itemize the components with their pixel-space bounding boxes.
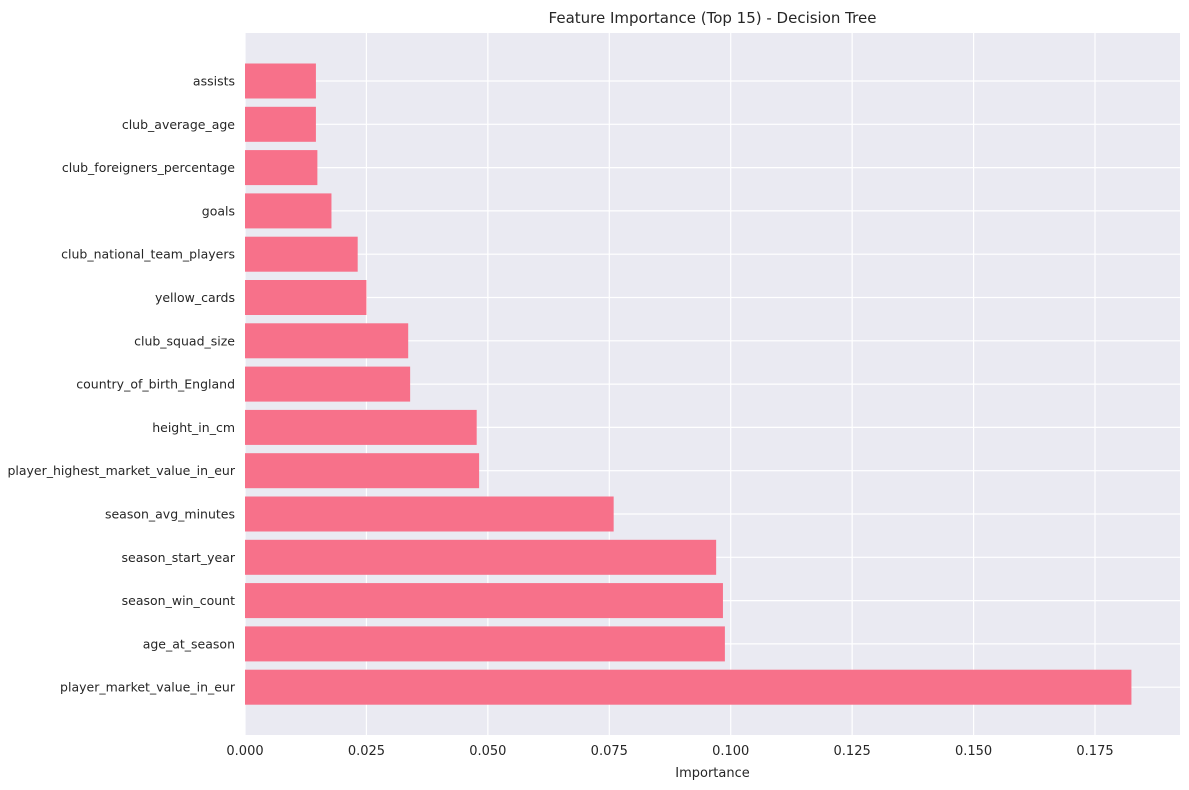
bar-player-market-value-in-eur xyxy=(245,669,1132,705)
y-tick-label: assists xyxy=(193,74,235,89)
bar-club-foreigners-percentage xyxy=(245,150,318,186)
bar-season-avg-minutes xyxy=(245,496,614,532)
bar-club-national-team-players xyxy=(245,236,358,272)
x-tick-label: 0.025 xyxy=(348,744,385,759)
bar-age-at-season xyxy=(245,626,725,662)
chart-title: Feature Importance (Top 15) - Decision T… xyxy=(549,9,877,27)
bar-goals xyxy=(245,193,332,229)
bar-yellow-cards xyxy=(245,280,367,315)
x-tick-label: 0.175 xyxy=(1076,744,1113,759)
bar-height-in-cm xyxy=(245,409,477,445)
y-tick-label: player_highest_market_value_in_eur xyxy=(7,463,235,478)
y-tick-label: season_win_count xyxy=(122,593,235,608)
y-tick-label: club_average_age xyxy=(122,117,235,132)
x-tick-label: 0.075 xyxy=(591,744,628,759)
y-tick-label: season_start_year xyxy=(122,550,236,565)
y-tick-label: yellow_cards xyxy=(155,290,235,305)
y-tick-label: height_in_cm xyxy=(152,420,235,435)
y-tick-label: club_foreigners_percentage xyxy=(62,160,235,175)
bar-assists xyxy=(245,63,316,99)
bar-season-win-count xyxy=(245,583,723,619)
bar-country-of-birth-England xyxy=(245,366,411,402)
x-axis-label: Importance xyxy=(675,766,750,781)
y-tick-label: season_avg_minutes xyxy=(105,507,235,522)
x-tick-label: 0.150 xyxy=(955,744,992,759)
bar-club-squad-size xyxy=(245,323,409,359)
bar-player-highest-market-value-in-eur xyxy=(245,453,480,489)
bar-season-start-year xyxy=(245,539,717,575)
x-tick-label: 0.050 xyxy=(469,744,506,759)
y-tick-label: club_national_team_players xyxy=(61,247,235,262)
bars xyxy=(245,63,1132,705)
y-tick-label: age_at_season xyxy=(143,636,235,651)
y-tick-labels: assists club_average_age club_foreigners_p… xyxy=(7,74,235,695)
x-tick-labels: 0.000 0.025 0.050 0.075 0.100 0.125 0.150 0.175 xyxy=(226,744,1113,759)
bar-club-average-age xyxy=(245,106,316,142)
y-tick-label: country_of_birth_England xyxy=(76,377,235,392)
y-tick-label: player_market_value_in_eur xyxy=(60,680,236,695)
x-tick-label: 0.000 xyxy=(226,744,263,759)
y-tick-label: goals xyxy=(202,203,235,218)
x-tick-label: 0.125 xyxy=(834,744,871,759)
x-tick-label: 0.100 xyxy=(712,744,749,759)
y-tick-label: club_squad_size xyxy=(134,333,235,348)
